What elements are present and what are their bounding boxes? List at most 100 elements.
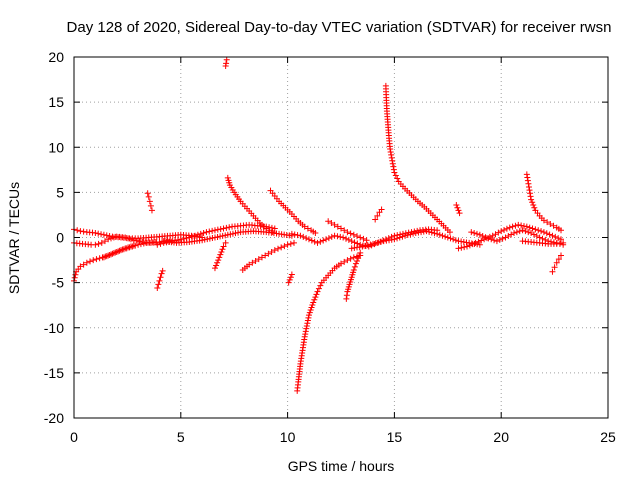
data-point — [496, 236, 503, 243]
data-point — [157, 240, 164, 247]
data-point — [197, 230, 204, 237]
y-axis-title: SDTVAR / TECUs — [6, 182, 22, 294]
data-point — [302, 331, 309, 338]
data-point — [112, 249, 119, 256]
data-point — [92, 241, 99, 248]
series-arc-early-4 — [100, 239, 159, 261]
data-point — [555, 256, 562, 263]
data-point — [80, 261, 87, 268]
series-arc-22.4h — [549, 252, 565, 275]
data-point — [72, 271, 79, 278]
data-point — [302, 328, 309, 335]
data-point — [252, 257, 259, 264]
data-point — [444, 234, 451, 241]
data-point — [342, 235, 349, 242]
data-point — [518, 222, 525, 229]
data-point — [498, 228, 505, 235]
data-point — [96, 255, 103, 262]
data-point — [402, 232, 409, 239]
data-point — [214, 259, 221, 266]
data-point — [549, 232, 556, 239]
data-point — [455, 207, 462, 214]
x-axis-title: GPS time / hours — [288, 458, 395, 474]
data-point — [92, 229, 99, 236]
data-point — [217, 226, 224, 233]
data-point — [211, 227, 218, 234]
data-point — [348, 238, 355, 245]
data-point — [399, 233, 406, 240]
data-point — [314, 239, 321, 246]
data-point — [450, 236, 457, 243]
data-point — [328, 233, 335, 240]
data-point — [284, 241, 291, 248]
data-point — [90, 257, 97, 264]
data-point — [509, 223, 516, 230]
data-point — [278, 244, 285, 251]
data-point — [453, 202, 460, 209]
data-point — [533, 232, 540, 239]
data-point — [206, 228, 213, 235]
data-point — [387, 148, 394, 155]
data-point — [108, 235, 115, 242]
data-point — [125, 235, 132, 242]
data-point — [538, 228, 545, 235]
data-point — [513, 229, 520, 236]
data-point — [291, 239, 298, 246]
data-point — [522, 228, 529, 235]
data-point — [469, 241, 476, 248]
data-point — [305, 314, 312, 321]
data-point — [543, 230, 550, 237]
data-point — [174, 236, 181, 243]
series-arc-18-21h — [455, 221, 565, 252]
data-point — [560, 239, 567, 246]
data-point — [508, 231, 515, 238]
data-point — [442, 233, 449, 240]
data-point — [133, 237, 140, 244]
data-point — [288, 230, 295, 237]
data-point — [157, 274, 164, 281]
data-point — [304, 317, 311, 324]
data-point — [294, 232, 301, 239]
data-point — [546, 231, 553, 238]
y-tick-label: -20 — [44, 410, 64, 426]
data-point — [200, 229, 207, 236]
data-point — [482, 234, 489, 241]
data-point — [436, 231, 443, 238]
data-point — [356, 252, 363, 259]
data-point — [313, 291, 320, 298]
data-point — [77, 263, 84, 270]
data-point — [359, 243, 366, 250]
data-point — [105, 252, 112, 259]
data-point — [307, 307, 314, 314]
data-point — [491, 237, 498, 244]
data-point — [466, 242, 473, 249]
data-point — [455, 245, 462, 252]
series-arc-21.2h — [523, 171, 565, 234]
data-point — [502, 234, 509, 241]
data-point — [287, 240, 294, 247]
data-point — [338, 260, 344, 267]
data-point — [334, 223, 341, 230]
data-point — [224, 231, 231, 238]
data-point — [340, 234, 347, 241]
data-point — [317, 238, 324, 245]
data-point — [87, 258, 94, 265]
data-point — [177, 236, 184, 243]
data-point — [213, 262, 220, 269]
data-point — [113, 248, 120, 255]
data-point — [343, 295, 350, 302]
data-point — [488, 236, 495, 243]
data-point — [117, 247, 124, 254]
data-point — [344, 229, 351, 236]
data-point — [105, 236, 112, 243]
data-point — [146, 198, 153, 205]
data-point — [106, 251, 113, 258]
data-point — [223, 224, 230, 231]
data-point — [350, 231, 357, 238]
data-point — [362, 242, 369, 249]
data-point — [552, 233, 559, 240]
data-point — [308, 237, 315, 244]
series-arc-15-18h — [348, 228, 483, 252]
data-point — [235, 229, 242, 236]
data-point — [464, 243, 471, 250]
